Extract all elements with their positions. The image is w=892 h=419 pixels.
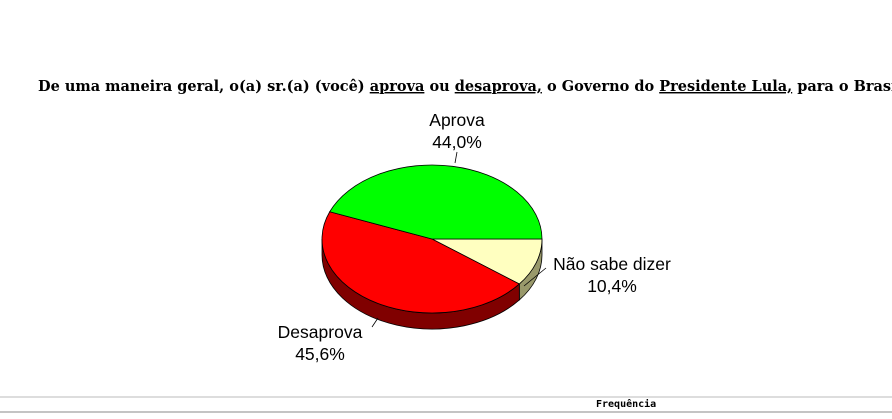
value-label: 45,6% — [295, 344, 345, 364]
slice — [329, 164, 543, 240]
chart-title: De uma maneira geral, o(a) sr.(a) (você)… — [38, 78, 892, 95]
slice-label: Desaprova — [278, 322, 363, 342]
column-header: Frequência — [596, 398, 656, 410]
slice — [431, 238, 543, 285]
title-part: Presidente Lula, — [659, 78, 792, 95]
title-part: De uma maneira geral, o(a) sr.(a) (você) — [38, 78, 370, 95]
leader-line — [454, 151, 458, 164]
title-part: aprova — [370, 78, 425, 95]
title-part: para o Brasil? — [792, 78, 892, 95]
leader-line — [371, 317, 379, 328]
slice-label: Não sabe dizer — [553, 254, 671, 274]
value-label: 44,0% — [432, 132, 482, 152]
slice-label: Aprova — [429, 110, 485, 130]
slice — [321, 211, 521, 314]
value-label: 10,4% — [587, 276, 637, 296]
title-part: desaprova, — [455, 78, 542, 95]
title-part: ou — [424, 78, 454, 95]
leader-line — [523, 267, 547, 287]
title-part: o Governo do — [542, 78, 659, 95]
